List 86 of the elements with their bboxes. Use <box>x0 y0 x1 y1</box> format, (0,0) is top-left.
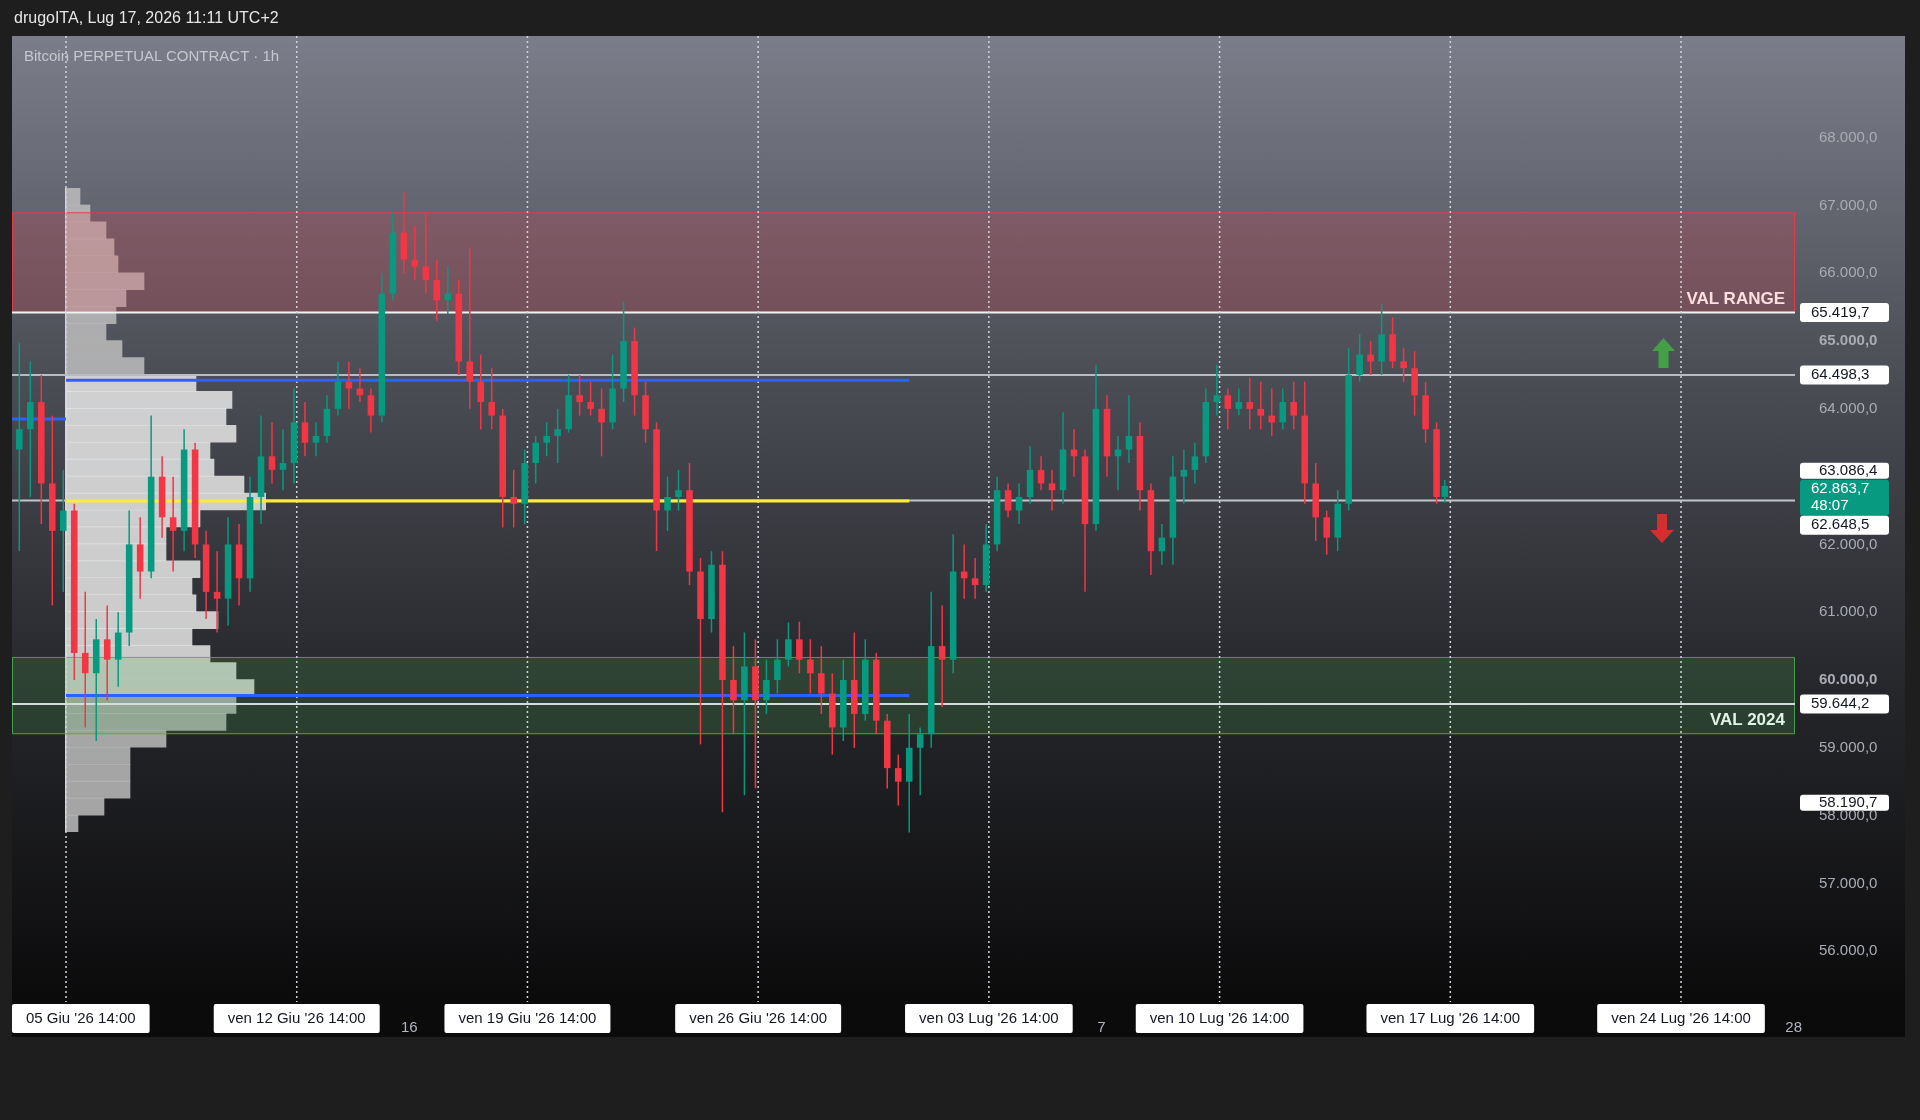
candlestick <box>763 658 770 715</box>
candlestick <box>916 726 924 796</box>
ref-line-label: 64.498,3 <box>1811 365 1870 383</box>
candlestick <box>938 604 946 708</box>
candlestick <box>1004 482 1012 519</box>
candlestick <box>1191 441 1199 485</box>
candlestick <box>510 469 517 529</box>
ref-line-label: ven 03 Lug '26 14:00 <box>919 1009 1059 1027</box>
band-label: VAL RANGE <box>1686 288 1785 308</box>
y-tick-label: 60.000,0 <box>1819 670 1878 688</box>
y-tick-label: 67.000,0 <box>1819 195 1878 213</box>
candlestick <box>587 380 594 417</box>
candlestick <box>576 374 583 417</box>
candlestick <box>1279 387 1287 430</box>
x-tick-label: 28 <box>1785 1018 1802 1036</box>
candlestick <box>268 421 276 485</box>
ref-line-label: 62.648,5 <box>1811 515 1870 533</box>
y-tick-label: 63.086,4 <box>1819 460 1878 478</box>
candlestick <box>1213 364 1221 417</box>
candlestick <box>664 475 671 532</box>
y-tick-label: 66.000,0 <box>1819 263 1878 281</box>
candlestick <box>477 353 485 430</box>
y-tick-label: 62.000,0 <box>1819 534 1878 552</box>
ref-line-label: ven 19 Giu '26 14:00 <box>458 1009 597 1027</box>
candlestick <box>279 428 287 491</box>
ref-line-label: ven 12 Giu '26 14:00 <box>227 1009 366 1027</box>
candlestick <box>1180 448 1188 505</box>
candlestick <box>796 620 803 674</box>
ref-line-label: ven 17 Lug '26 14:00 <box>1380 1009 1521 1027</box>
candlestick <box>785 621 792 668</box>
candlestick <box>543 421 550 458</box>
candlestick <box>1048 469 1056 512</box>
candlestick <box>730 645 737 735</box>
candlestick <box>103 604 111 702</box>
candlestick <box>81 591 89 729</box>
y-tick-label: 61.000,0 <box>1819 602 1878 620</box>
candlestick <box>554 408 561 464</box>
ref-line-label: 65.419,7 <box>1811 302 1870 320</box>
candlestick <box>1235 387 1243 417</box>
candlestick <box>16 342 23 552</box>
candlestick <box>312 421 320 458</box>
candlestick <box>169 475 177 573</box>
ref-line-label: ven 26 Giu '26 14:00 <box>689 1009 828 1027</box>
ref-line-label: ven 10 Lug '26 14:00 <box>1149 1009 1290 1027</box>
candlestick <box>675 469 682 512</box>
text: 48:07 <box>1811 496 1849 514</box>
y-tick-label: 56.000,0 <box>1819 941 1878 959</box>
candlestick <box>1246 376 1254 430</box>
candlestick <box>894 753 902 807</box>
candlestick <box>1290 380 1298 430</box>
candlestick <box>1257 380 1265 430</box>
candlestick <box>59 469 67 593</box>
y-tick-label: 65.000,0 <box>1819 331 1878 349</box>
candlestick <box>1125 394 1133 464</box>
ref-line-label: ven 24 Lug '26 14:00 <box>1611 1009 1751 1027</box>
ref-line-label: 59.644,2 <box>1811 694 1870 712</box>
candlestick <box>1356 333 1363 383</box>
candlestick <box>488 367 496 430</box>
y-tick-label: 64.000,0 <box>1819 398 1878 416</box>
candlestick <box>532 435 539 485</box>
candlestick <box>1367 340 1374 376</box>
candlestick <box>1400 347 1407 383</box>
y-tick-label: 57.000,0 <box>1819 873 1878 891</box>
candlestick <box>818 645 825 715</box>
candlestick <box>971 557 979 600</box>
x-tick-label: 16 <box>401 1018 418 1036</box>
candlestick <box>367 387 375 434</box>
candlestick <box>213 550 221 634</box>
band-label: VAL 2024 <box>1710 710 1786 730</box>
ref-line-label: 05 Giu '26 14:00 <box>25 1009 136 1027</box>
text: Bitcoin PERPETUAL CONTRACT · 1h <box>24 47 280 65</box>
candlestick <box>301 401 309 458</box>
y-tick-label: 68.000,0 <box>1819 127 1878 145</box>
candlestick <box>1268 387 1276 437</box>
candlestick <box>807 638 814 695</box>
candlestick <box>1224 387 1232 430</box>
candlestick <box>1441 479 1449 504</box>
candlestick <box>345 360 353 410</box>
x-tick-label: 7 <box>1097 1018 1106 1036</box>
text: 62.863,7 <box>1811 479 1870 497</box>
candlestick <box>774 638 781 695</box>
y-tick-label: 59.000,0 <box>1819 737 1878 755</box>
text: drugoITA, Lug 17, 2026 11:11 UTC+2 <box>14 9 279 27</box>
candlestick <box>1323 509 1330 556</box>
candlestick <box>1015 482 1023 525</box>
candlestick <box>598 387 605 458</box>
